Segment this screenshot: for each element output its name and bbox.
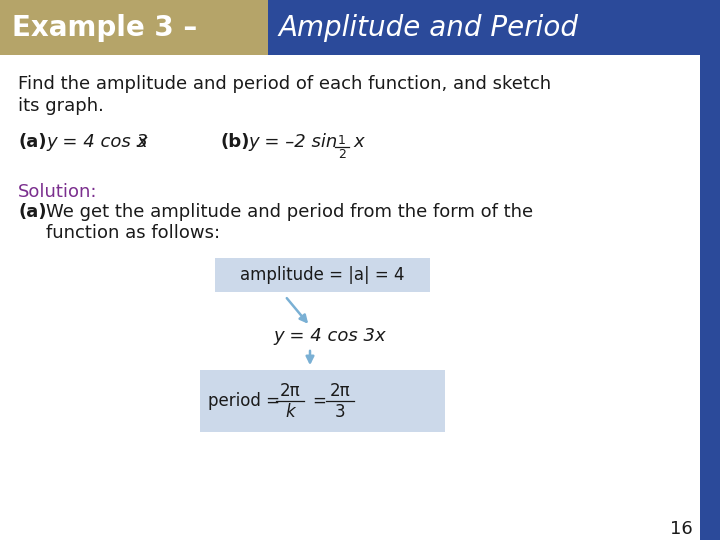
Text: function as follows:: function as follows: bbox=[46, 224, 220, 242]
Text: Example 3 –: Example 3 – bbox=[12, 14, 207, 42]
Text: y = –2 sin: y = –2 sin bbox=[248, 133, 337, 151]
Text: Solution:: Solution: bbox=[18, 183, 97, 201]
Text: y = 4 cos 3x: y = 4 cos 3x bbox=[274, 327, 387, 345]
Bar bbox=[200, 370, 445, 432]
Bar bbox=[215, 258, 430, 292]
Text: 3: 3 bbox=[335, 403, 346, 421]
Text: 2π: 2π bbox=[279, 382, 300, 400]
Bar bbox=[700, 0, 720, 540]
Text: y = 4 cos 3: y = 4 cos 3 bbox=[46, 133, 148, 151]
Text: (a): (a) bbox=[18, 203, 47, 221]
Text: =: = bbox=[312, 392, 326, 410]
Text: Find the amplitude and period of each function, and sketch: Find the amplitude and period of each fu… bbox=[18, 75, 551, 93]
Text: Amplitude and Period: Amplitude and Period bbox=[278, 14, 578, 42]
Text: period =: period = bbox=[208, 392, 285, 410]
Text: (b): (b) bbox=[220, 133, 249, 151]
Text: x: x bbox=[353, 133, 364, 151]
Text: its graph.: its graph. bbox=[18, 97, 104, 115]
Text: 1: 1 bbox=[338, 133, 346, 146]
Bar bbox=[0, 0, 268, 55]
Bar bbox=[268, 0, 700, 55]
Text: x: x bbox=[136, 133, 147, 151]
Text: 16: 16 bbox=[670, 520, 693, 538]
Text: (a): (a) bbox=[18, 133, 47, 151]
Text: k: k bbox=[285, 403, 294, 421]
Text: 2π: 2π bbox=[330, 382, 351, 400]
Text: We get the amplitude and period from the form of the: We get the amplitude and period from the… bbox=[46, 203, 533, 221]
Text: amplitude = |a| = 4: amplitude = |a| = 4 bbox=[240, 266, 405, 284]
Text: 2: 2 bbox=[338, 147, 346, 160]
